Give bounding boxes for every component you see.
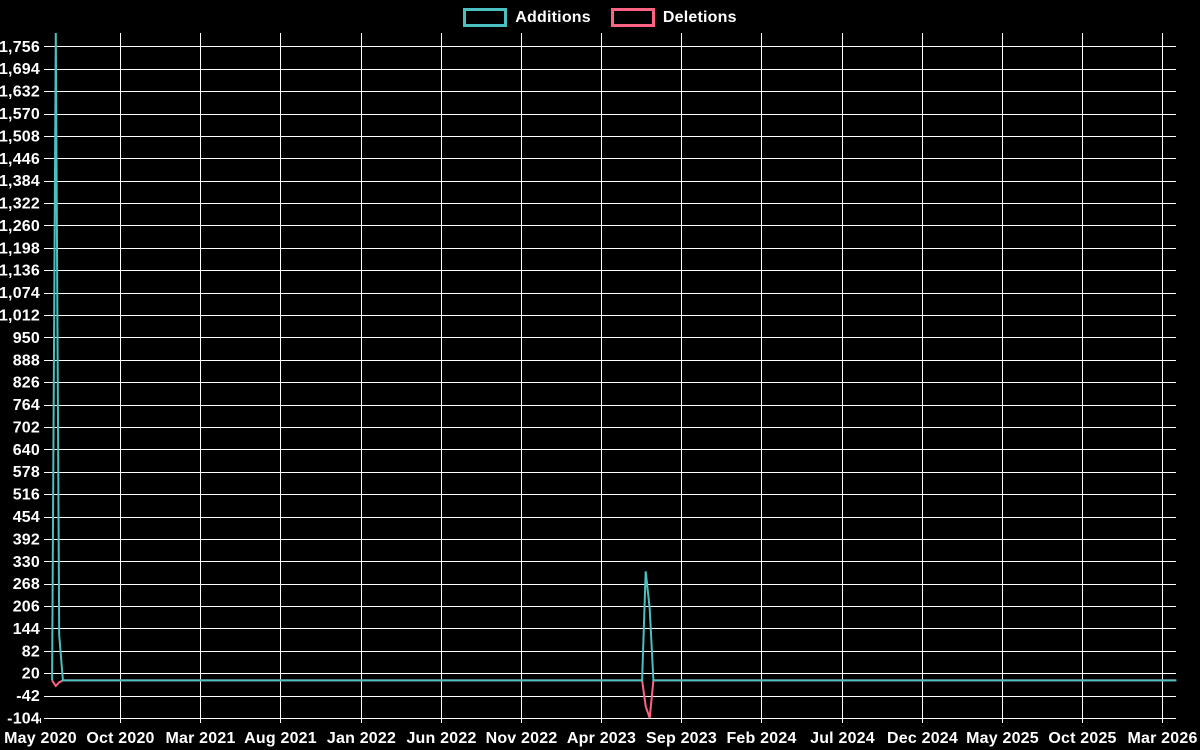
y-tick-label: 1,756	[0, 39, 40, 56]
x-tick-label: May 2020	[4, 730, 77, 747]
horizontal-gridlines	[44, 46, 1176, 719]
additions-line	[51, 32, 1177, 682]
y-tick-label: 1,260	[0, 218, 40, 235]
y-axis-labels: -104 -42 20 82 144 206 268 330 392 454 516 578 640 70…	[0, 39, 40, 728]
y-tick-label: 268	[13, 576, 40, 593]
y-tick-label: 1,384	[0, 173, 40, 190]
y-tick-label: 888	[13, 352, 40, 369]
y-tick-label: 454	[13, 509, 40, 526]
y-tick-label: 1,074	[0, 285, 40, 302]
deletions-swatch-icon	[610, 8, 655, 27]
y-tick-label: 1,012	[0, 308, 40, 325]
y-tick-label: 1,694	[0, 61, 40, 78]
y-tick-label: 826	[13, 375, 40, 392]
x-axis-labels: May 2020 Oct 2020 Mar 2021 Aug 2021 Jan 2022…	[4, 730, 1197, 747]
y-tick-label: 1,136	[0, 263, 40, 280]
x-tick-label: Nov 2022	[486, 730, 558, 747]
x-tick-label: Jul 2024	[810, 730, 875, 747]
x-tick-label: Jun 2022	[406, 730, 476, 747]
y-tick-label: 1,508	[0, 128, 40, 145]
legend-item-additions[interactable]: Additions	[463, 8, 591, 27]
x-tick-label: Dec 2024	[887, 730, 958, 747]
x-tick-label: Apr 2023	[567, 730, 636, 747]
y-tick-label: 516	[13, 487, 40, 504]
vertical-gridlines	[40, 33, 1163, 723]
y-tick-label: 392	[13, 531, 40, 548]
y-tick-label: 20	[22, 666, 40, 683]
legend-item-deletions[interactable]: Deletions	[610, 8, 737, 27]
y-tick-label: 1,570	[0, 106, 40, 123]
y-tick-label: 82	[22, 643, 40, 660]
chart-legend: Additions Deletions	[0, 8, 1200, 27]
legend-label-deletions: Deletions	[662, 8, 737, 26]
y-tick-label: 1,632	[0, 84, 40, 101]
legend-label-additions: Additions	[515, 8, 591, 26]
x-tick-label: May 2025	[966, 730, 1039, 747]
y-tick-label: -42	[16, 688, 40, 705]
y-tick-label: 1,446	[0, 151, 40, 168]
deletions-line	[51, 679, 1177, 719]
x-tick-label: Mar 2021	[165, 730, 235, 747]
y-tick-label: 578	[13, 464, 40, 481]
additions-swatch-icon	[463, 8, 508, 27]
y-tick-label: 330	[13, 554, 40, 571]
x-tick-label: Feb 2024	[726, 730, 796, 747]
y-tick-label: 764	[13, 397, 40, 414]
x-tick-label: Oct 2020	[86, 730, 154, 747]
y-tick-label: 1,322	[0, 196, 40, 213]
x-tick-label: Oct 2025	[1048, 730, 1116, 747]
y-tick-label: 640	[13, 442, 40, 459]
y-tick-label: -104	[7, 711, 40, 728]
x-tick-label: Aug 2021	[244, 730, 317, 747]
y-tick-label: 950	[13, 330, 40, 347]
x-tick-label: Mar 2026	[1127, 730, 1197, 747]
x-tick-label: Sep 2023	[646, 730, 717, 747]
y-tick-label: 206	[13, 599, 40, 616]
y-tick-label: 144	[13, 621, 40, 638]
y-tick-label: 1,198	[0, 240, 40, 257]
y-tick-label: 702	[13, 419, 40, 436]
x-tick-label: Jan 2022	[327, 730, 396, 747]
